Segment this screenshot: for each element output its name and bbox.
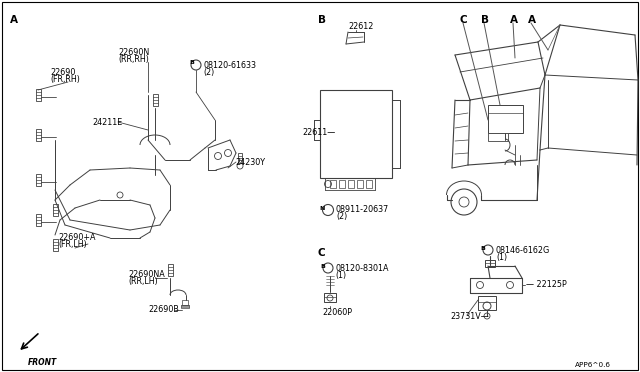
Text: C: C	[460, 15, 468, 25]
Text: B: B	[318, 15, 326, 25]
Text: APP6^0.6: APP6^0.6	[575, 362, 611, 368]
Text: 08911-20637: 08911-20637	[336, 205, 389, 214]
Bar	[238, 153, 242, 163]
Text: 08146-6162G: 08146-6162G	[496, 246, 550, 255]
Bar	[488, 105, 523, 133]
Bar	[35, 89, 40, 101]
Bar	[478, 296, 496, 310]
Text: — 22125P: — 22125P	[526, 280, 567, 289]
Text: B: B	[481, 15, 489, 25]
Text: (1): (1)	[335, 271, 346, 280]
Text: (2): (2)	[203, 68, 214, 77]
Text: A: A	[528, 15, 536, 25]
Text: 22690N: 22690N	[118, 48, 149, 57]
Bar	[366, 180, 372, 188]
Bar	[35, 174, 40, 186]
Text: 22690: 22690	[50, 68, 76, 77]
Text: 22690B: 22690B	[148, 305, 179, 314]
Bar	[182, 300, 188, 305]
Bar	[35, 129, 40, 141]
Text: 24230Y: 24230Y	[235, 158, 265, 167]
Bar	[320, 90, 392, 178]
Bar	[52, 239, 58, 251]
Bar	[339, 180, 345, 188]
Bar	[485, 260, 495, 267]
Bar	[52, 204, 58, 216]
Text: B: B	[481, 246, 485, 250]
Bar	[488, 133, 508, 141]
Text: (RR,RH): (RR,RH)	[118, 55, 149, 64]
Text: B: B	[321, 263, 325, 269]
Text: (RR,LH): (RR,LH)	[128, 277, 157, 286]
Text: 22690NA: 22690NA	[128, 270, 164, 279]
Text: A: A	[10, 15, 18, 25]
Text: 24211E: 24211E	[92, 118, 122, 127]
Bar	[348, 180, 354, 188]
Text: (FR,RH): (FR,RH)	[50, 75, 80, 84]
Bar	[181, 305, 189, 308]
Text: N: N	[319, 205, 324, 211]
Bar	[357, 180, 363, 188]
Text: 22611—: 22611—	[302, 128, 335, 137]
Bar	[324, 293, 336, 302]
Text: 22690+A: 22690+A	[58, 233, 95, 242]
Text: B: B	[189, 61, 195, 65]
Bar	[152, 94, 157, 106]
Text: FRONT: FRONT	[28, 358, 57, 367]
Text: 22060P: 22060P	[322, 308, 352, 317]
Text: C: C	[318, 248, 326, 258]
Text: (1): (1)	[496, 253, 507, 262]
Text: 08120-61633: 08120-61633	[203, 61, 256, 70]
Text: (FR,LH): (FR,LH)	[58, 240, 87, 249]
Bar	[35, 214, 40, 226]
Text: 08120-8301A: 08120-8301A	[335, 264, 388, 273]
Text: 22612: 22612	[348, 22, 373, 31]
Text: (2): (2)	[336, 212, 348, 221]
Text: A: A	[510, 15, 518, 25]
Text: 23731V—: 23731V—	[450, 312, 489, 321]
Bar	[168, 264, 173, 276]
Bar	[330, 180, 336, 188]
